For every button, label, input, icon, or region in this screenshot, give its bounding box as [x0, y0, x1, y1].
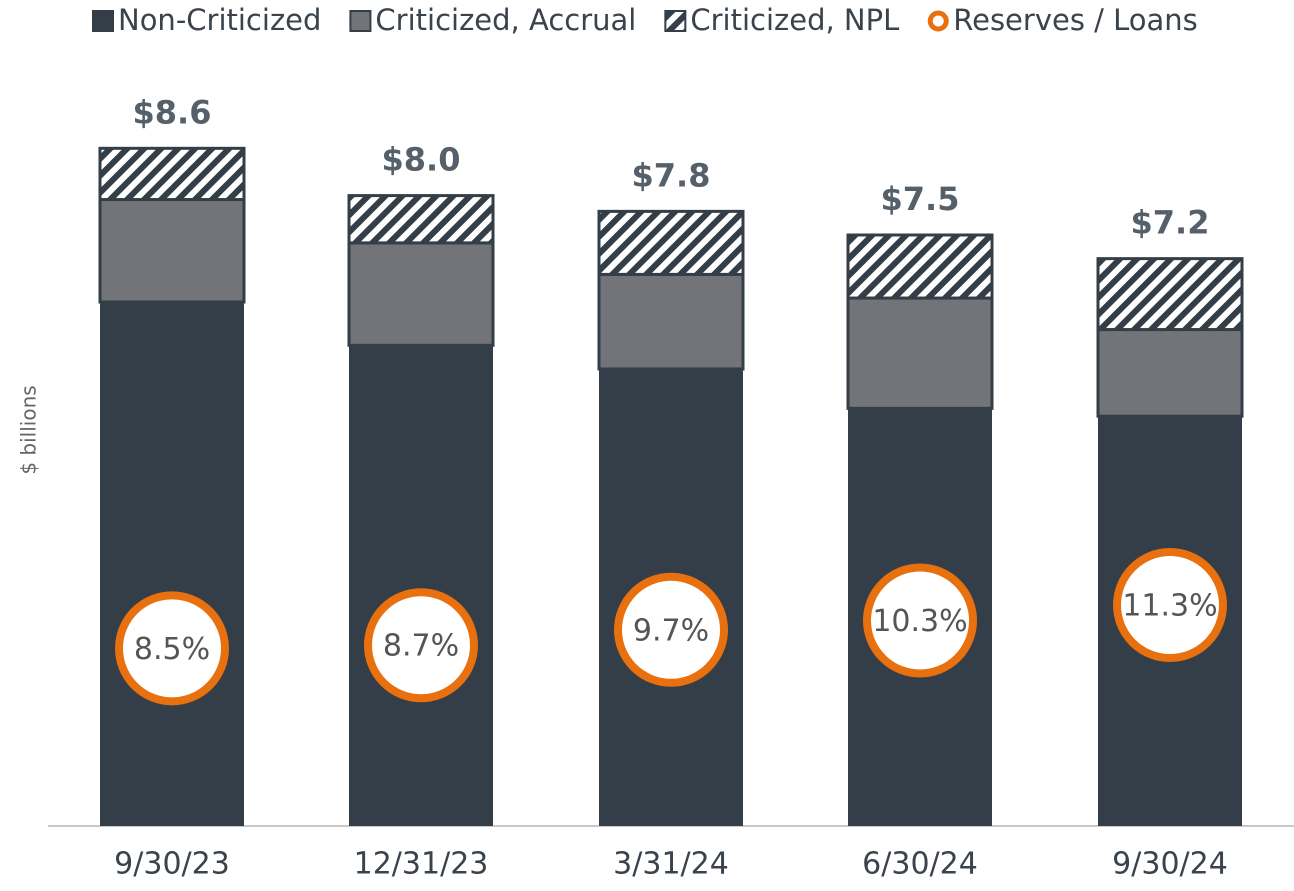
legend-label: Criticized, Accrual	[375, 3, 636, 37]
total-label: $7.8	[632, 156, 711, 194]
legend-marker	[664, 10, 687, 32]
ratio-label: 8.7%	[383, 629, 459, 664]
x-tick-label: 6/30/24	[862, 847, 978, 882]
bar-segment	[846, 233, 994, 300]
legend-label: Criticized, NPL	[690, 3, 899, 37]
x-tick-label: 9/30/24	[1112, 847, 1228, 882]
bar-segment	[98, 198, 246, 304]
ratio-circle	[115, 591, 229, 706]
bar-segment	[597, 209, 745, 276]
bar-segment	[1096, 257, 1244, 332]
bar-segment	[597, 272, 745, 371]
bar-segment	[1096, 328, 1244, 418]
ratio-circle	[1113, 548, 1227, 663]
ratio-circle	[614, 572, 728, 687]
bar-segment	[347, 241, 495, 347]
x-tick-label: 12/31/23	[354, 847, 489, 882]
ratio-circle	[863, 563, 977, 678]
legend-marker	[92, 10, 114, 32]
x-tick-label: 3/31/24	[613, 847, 729, 882]
total-label: $7.5	[881, 180, 960, 218]
bar-segment	[347, 194, 495, 245]
ratio-label: 8.5%	[134, 632, 210, 667]
ratio-label: 10.3%	[872, 604, 967, 639]
y-axis-label: $ billions	[17, 385, 41, 474]
ratio-label: 9.7%	[633, 613, 709, 648]
total-label: $8.0	[382, 141, 461, 179]
legend-label: Non-Criticized	[118, 3, 321, 37]
bar-segment	[846, 296, 994, 410]
legend-marker	[349, 10, 372, 32]
total-label: $8.6	[133, 93, 212, 131]
bar-segment	[100, 301, 244, 827]
total-label: $7.2	[1131, 204, 1210, 242]
ratio-label: 11.3%	[1122, 589, 1217, 624]
legend-marker	[927, 10, 949, 32]
legend-label: Reserves / Loans	[953, 3, 1198, 37]
ratio-circle	[364, 588, 478, 703]
x-tick-label: 9/30/23	[114, 847, 230, 882]
bar-segment	[349, 345, 493, 826]
bar-segment	[98, 146, 246, 202]
